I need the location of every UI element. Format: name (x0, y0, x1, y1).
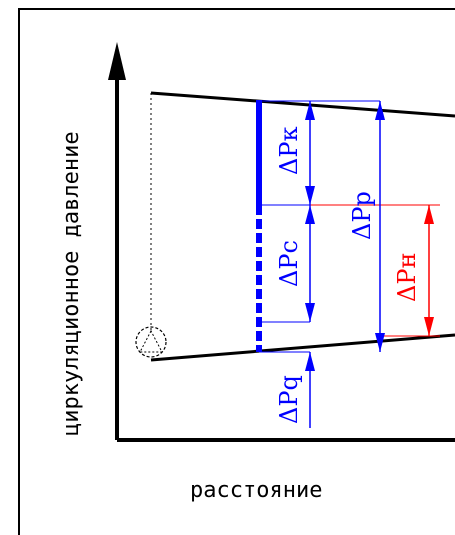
dp-q-arrow (305, 352, 315, 428)
dp-k-label: ΔPк (275, 127, 303, 175)
upper-pressure-line (150, 91, 455, 118)
lower-pressure-line (150, 333, 455, 362)
dp-n-arrow (424, 205, 434, 336)
dp-c-arrow (305, 205, 315, 322)
pump-icon (135, 326, 167, 358)
dp-p-arrow (375, 101, 385, 352)
dp-k-arrow (305, 101, 315, 205)
dp-n-label: ΔPн (393, 253, 421, 302)
dp-p-label: ΔPр (348, 191, 376, 240)
y-axis-arrowhead (108, 42, 126, 80)
dp-c-label: ΔPс (275, 240, 303, 287)
dp-q-label: ΔPq (275, 375, 303, 424)
x-axis-label: расстояние (190, 478, 322, 503)
y-axis-label: циркуляционное давление (59, 131, 84, 436)
outer-border (18, 8, 455, 535)
